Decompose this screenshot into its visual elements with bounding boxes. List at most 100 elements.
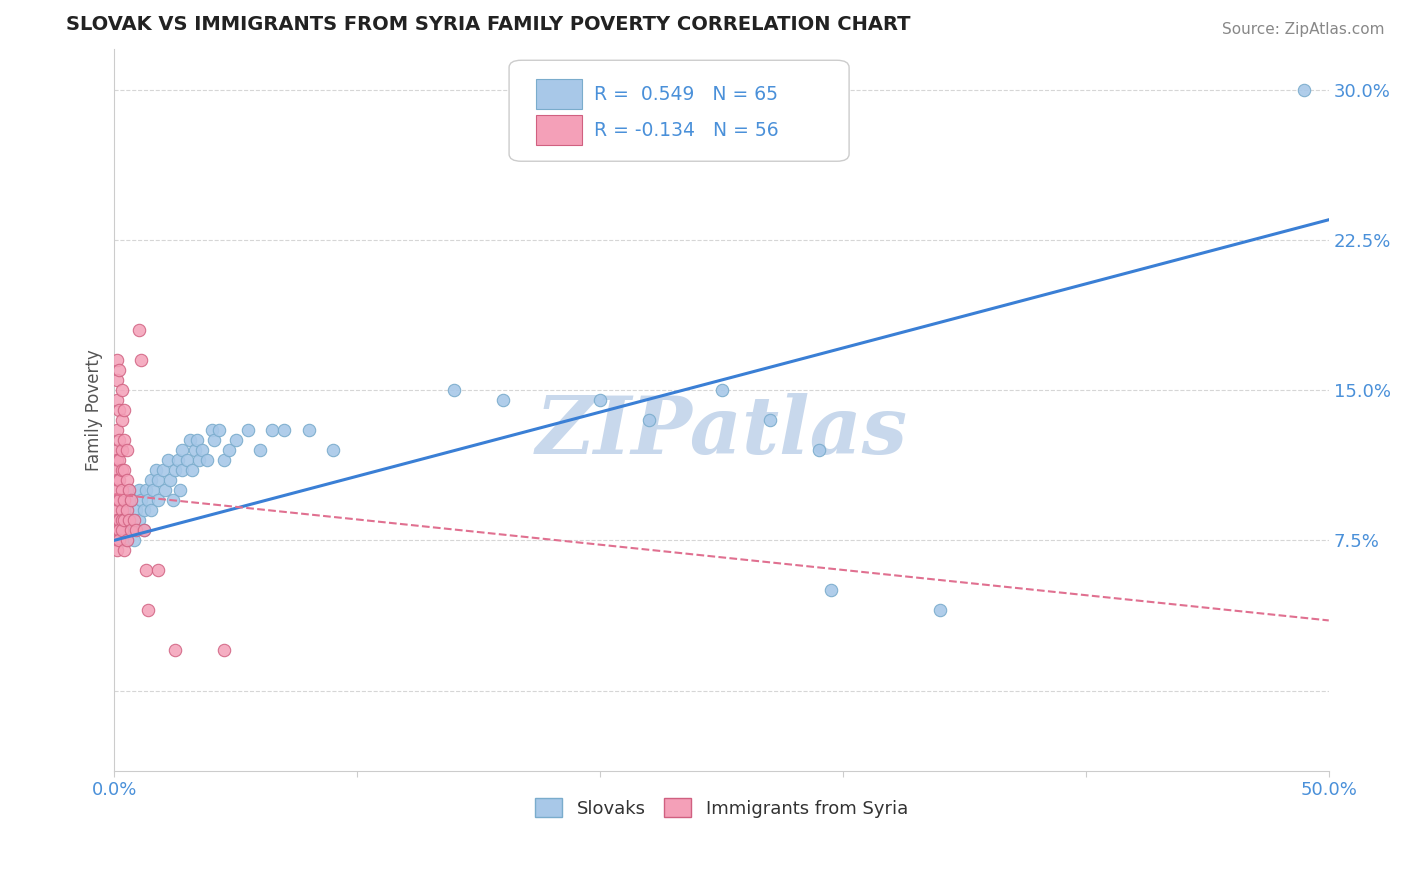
Point bbox=[112, 433, 135, 447]
Point bbox=[105, 423, 128, 437]
Point bbox=[118, 513, 141, 527]
Point bbox=[273, 423, 295, 437]
Point bbox=[169, 483, 191, 498]
Point bbox=[186, 433, 208, 447]
Point bbox=[188, 453, 211, 467]
Point bbox=[492, 392, 515, 407]
Point bbox=[212, 643, 235, 657]
Point bbox=[128, 513, 150, 527]
Point bbox=[208, 423, 231, 437]
Point bbox=[138, 603, 160, 617]
Point bbox=[152, 463, 174, 477]
Point bbox=[159, 473, 181, 487]
Point bbox=[165, 463, 187, 477]
Point bbox=[132, 523, 155, 537]
Point bbox=[176, 453, 198, 467]
Point bbox=[108, 473, 131, 487]
Point bbox=[181, 463, 204, 477]
Point bbox=[108, 513, 131, 527]
FancyBboxPatch shape bbox=[536, 79, 582, 110]
Point bbox=[120, 523, 142, 537]
Point bbox=[108, 533, 131, 548]
Point bbox=[202, 433, 225, 447]
Point bbox=[112, 523, 135, 537]
Y-axis label: Family Poverty: Family Poverty bbox=[86, 349, 103, 471]
Point bbox=[105, 353, 128, 368]
Point bbox=[236, 423, 259, 437]
Point bbox=[1294, 82, 1316, 96]
Point bbox=[120, 493, 142, 508]
Point bbox=[443, 383, 465, 397]
Point bbox=[262, 423, 284, 437]
Point bbox=[105, 373, 128, 387]
Point bbox=[105, 473, 128, 487]
Point bbox=[138, 493, 160, 508]
Point bbox=[108, 433, 131, 447]
Point bbox=[135, 483, 157, 498]
FancyBboxPatch shape bbox=[536, 115, 582, 145]
Point bbox=[135, 563, 157, 577]
Point bbox=[111, 503, 134, 517]
Point bbox=[820, 583, 842, 598]
Point bbox=[125, 503, 148, 517]
Point bbox=[172, 443, 194, 458]
Point bbox=[111, 513, 134, 527]
Point bbox=[111, 483, 134, 498]
Point bbox=[105, 523, 128, 537]
Point bbox=[112, 493, 135, 508]
Point bbox=[105, 483, 128, 498]
Point bbox=[125, 523, 148, 537]
Point bbox=[112, 513, 135, 527]
Point bbox=[146, 493, 169, 508]
Point bbox=[807, 443, 830, 458]
Point bbox=[710, 383, 733, 397]
Point bbox=[115, 473, 138, 487]
Point bbox=[200, 423, 222, 437]
Point bbox=[105, 463, 128, 477]
Point bbox=[111, 533, 134, 548]
FancyBboxPatch shape bbox=[509, 61, 849, 161]
Point bbox=[132, 503, 155, 517]
Point bbox=[105, 493, 128, 508]
Point bbox=[111, 463, 134, 477]
Text: SLOVAK VS IMMIGRANTS FROM SYRIA FAMILY POVERTY CORRELATION CHART: SLOVAK VS IMMIGRANTS FROM SYRIA FAMILY P… bbox=[66, 15, 910, 34]
Point bbox=[108, 493, 131, 508]
Point bbox=[172, 463, 194, 477]
Point bbox=[191, 443, 214, 458]
Point bbox=[108, 363, 131, 377]
Point bbox=[155, 483, 177, 498]
Point bbox=[139, 473, 162, 487]
Point bbox=[112, 493, 135, 508]
Point bbox=[142, 483, 165, 498]
Point bbox=[111, 383, 134, 397]
Point bbox=[145, 463, 167, 477]
Point bbox=[122, 513, 145, 527]
Point bbox=[146, 563, 169, 577]
Point bbox=[162, 493, 184, 508]
Point bbox=[115, 503, 138, 517]
Point bbox=[637, 413, 659, 427]
Point bbox=[156, 453, 179, 467]
Point bbox=[146, 473, 169, 487]
Point bbox=[105, 513, 128, 527]
Point bbox=[108, 513, 131, 527]
Point bbox=[105, 533, 128, 548]
Point bbox=[122, 533, 145, 548]
Point bbox=[183, 443, 205, 458]
Point bbox=[120, 493, 142, 508]
Point bbox=[298, 423, 321, 437]
Point bbox=[132, 523, 155, 537]
Point bbox=[195, 453, 218, 467]
Point bbox=[115, 533, 138, 548]
Point bbox=[129, 353, 152, 368]
Point bbox=[759, 413, 782, 427]
Point bbox=[225, 433, 247, 447]
Point bbox=[212, 453, 235, 467]
Point bbox=[115, 443, 138, 458]
Point bbox=[105, 543, 128, 558]
Point bbox=[111, 523, 134, 537]
Point bbox=[115, 533, 138, 548]
Text: Source: ZipAtlas.com: Source: ZipAtlas.com bbox=[1222, 22, 1385, 37]
Point bbox=[112, 403, 135, 417]
Point bbox=[111, 413, 134, 427]
